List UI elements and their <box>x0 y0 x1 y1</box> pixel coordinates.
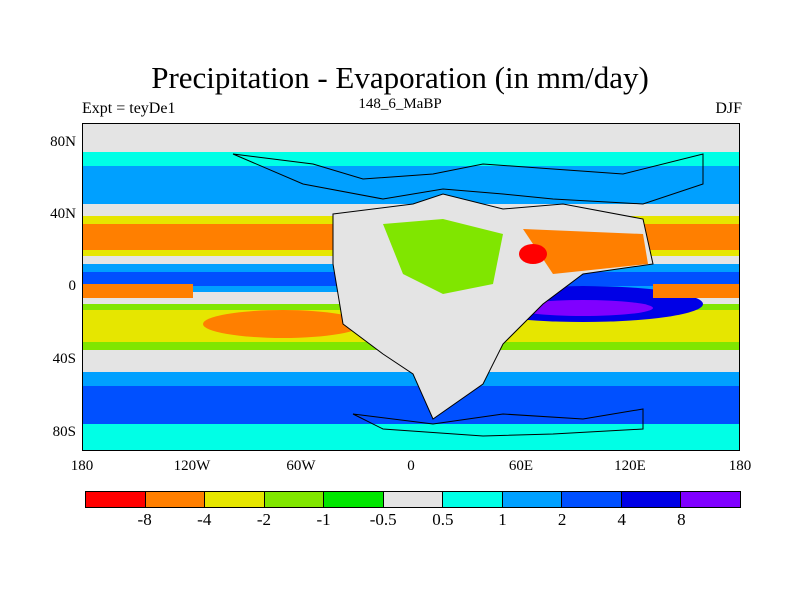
band-south-storm <box>83 386 739 426</box>
colorbar-label: 0.5 <box>432 510 454 529</box>
colorbar-label: -0.5 <box>369 510 397 529</box>
map-panel <box>82 123 740 451</box>
northern-land-outline <box>232 153 704 205</box>
colorbar-box-2 <box>205 492 265 507</box>
patch-south-pacific-dry <box>203 310 363 338</box>
colorbar <box>85 491 741 508</box>
band-north-storm <box>83 164 739 204</box>
plot-title: Precipitation - Evaporation (in mm/day) <box>151 60 649 95</box>
y-tick-40n: 40N <box>50 206 76 222</box>
x-tick-180e: 180 <box>728 458 752 474</box>
experiment-label: Expt = teyDe1 <box>82 100 176 117</box>
colorbar-label: 2 <box>557 510 567 529</box>
colorbar-label: -2 <box>256 510 271 529</box>
y-tick-80n: 80N <box>50 134 76 150</box>
colorbar-label: -4 <box>197 510 212 529</box>
colorbar-label: 8 <box>677 510 686 529</box>
colorbar-box-3 <box>264 492 325 507</box>
colorbar-box-0 <box>86 492 146 507</box>
x-tick-0: 0 <box>407 458 415 474</box>
y-tick-40s: 40S <box>52 351 76 367</box>
colorbar-label: 1 <box>498 510 507 529</box>
x-tick-120e: 120E <box>614 458 646 474</box>
x-tick-60w: 60W <box>286 458 316 474</box>
colorbar-label: -8 <box>137 510 152 529</box>
patch-equatorial-dry-east <box>653 284 739 298</box>
patch-equatorial-dry-west <box>83 284 193 298</box>
band-antarctic <box>83 424 739 450</box>
patch-continent-red <box>519 244 547 264</box>
band-north-cyan <box>83 152 739 166</box>
x-tick-120w: 120W <box>173 458 211 474</box>
y-tick-80s: 80S <box>52 424 76 440</box>
colorbar-box-9 <box>621 492 682 507</box>
colorbar-box-10 <box>681 492 741 507</box>
plot-subtitle: 148_6_MaBP <box>358 96 442 112</box>
colorbar-label: 4 <box>617 510 626 529</box>
precipitation-map <box>83 124 739 450</box>
season-label: DJF <box>715 100 742 117</box>
x-tick-60e: 60E <box>508 458 534 474</box>
colorbar-box-5 <box>383 492 444 507</box>
colorbar-box-7 <box>502 492 563 507</box>
x-tick-180w: 180 <box>70 458 94 474</box>
southern-land-outline <box>352 408 644 437</box>
patch-itcz-max <box>513 300 653 316</box>
patch-continent-orange <box>523 229 648 274</box>
colorbar-box-8 <box>562 492 622 507</box>
patch-continent-green <box>383 219 503 294</box>
colorbar-box-6 <box>443 492 503 507</box>
y-tick-0: 0 <box>68 278 77 294</box>
colorbar-box-1 <box>145 492 206 507</box>
colorbar-box-4 <box>324 492 384 507</box>
colorbar-label: -1 <box>316 510 331 529</box>
